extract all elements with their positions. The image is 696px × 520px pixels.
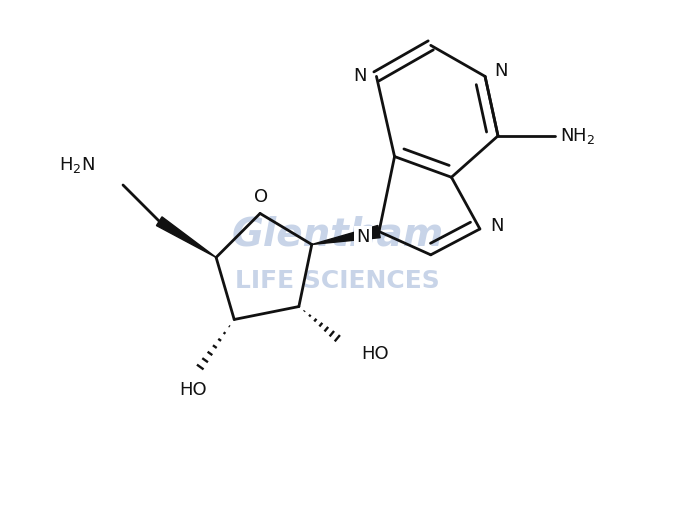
Text: HO: HO <box>361 345 388 363</box>
Text: O: O <box>254 188 268 206</box>
Text: N: N <box>494 62 508 80</box>
Text: N: N <box>356 228 370 246</box>
Text: Glentham: Glentham <box>232 215 444 253</box>
Text: N: N <box>490 217 504 236</box>
Text: N: N <box>354 68 367 85</box>
Text: HO: HO <box>179 381 207 399</box>
Text: NH$_2$: NH$_2$ <box>560 126 595 146</box>
Polygon shape <box>157 217 216 257</box>
Text: H$_2$N: H$_2$N <box>58 155 95 175</box>
Polygon shape <box>312 226 380 244</box>
Text: LIFE SCIENCES: LIFE SCIENCES <box>235 269 440 293</box>
